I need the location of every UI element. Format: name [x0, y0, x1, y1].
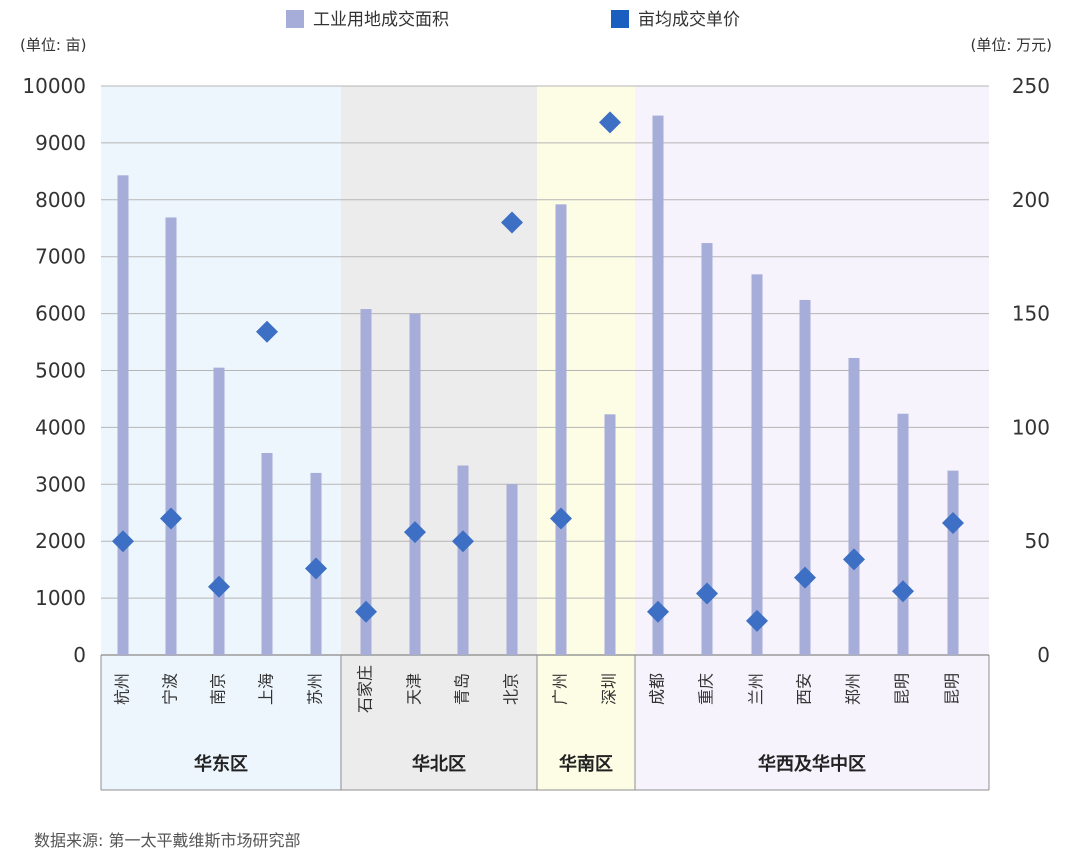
left-tick-label: 7000	[35, 245, 86, 269]
left-tick-label: 8000	[35, 188, 86, 212]
left-tick-label: 2000	[35, 529, 86, 553]
marker-南京-2	[208, 575, 230, 598]
category-label: 深圳	[600, 673, 619, 705]
marker-杭州-0	[112, 530, 134, 553]
right-axis-unit: (单位: 万元)	[970, 36, 1052, 54]
left-tick-label: 0	[73, 643, 86, 667]
region-label: 华东区	[194, 753, 248, 775]
category-table: 杭州 宁波 南京 上海 苏州 石家庄 天津 青岛 北京 广州 深圳 成都 重庆 兰州 西安 郑州 昆明 昆明华东区…	[100, 655, 990, 791]
marker-宁波-1	[160, 507, 182, 530]
bar-杭州-0	[117, 175, 129, 655]
left-tick-label: 10000	[22, 74, 86, 98]
category-label: 昆明	[893, 673, 912, 705]
marker-天津-6	[404, 521, 426, 544]
marker-西安-14	[794, 566, 816, 589]
left-tick-label: 4000	[35, 415, 86, 439]
price-markers	[112, 111, 964, 632]
left-tick-label: 9000	[35, 131, 86, 155]
bar-昆明-16	[897, 413, 909, 655]
category-label: 青岛	[453, 673, 472, 705]
right-tick-label: 0	[1037, 643, 1050, 667]
category-label: 成都	[648, 673, 667, 705]
bar-宁波-1	[165, 217, 177, 655]
left-axis-ticks: 0 1000 2000 3000 4000 5000 6000 7000 8000 9000 100…	[22, 74, 86, 667]
bar-重庆-12	[701, 243, 713, 655]
marker-昆明-17	[942, 511, 964, 534]
bar-兰州-13	[751, 274, 763, 655]
bar-上海-3	[261, 453, 273, 655]
right-tick-label: 50	[1025, 529, 1050, 553]
category-label: 广州	[551, 673, 570, 705]
region-bg-3	[635, 86, 989, 790]
region-bg-2	[537, 86, 635, 790]
category-label: 宁波	[161, 673, 180, 705]
bar-青岛-7	[457, 465, 469, 655]
right-tick-label: 250	[1012, 74, 1050, 98]
left-tick-label: 6000	[35, 302, 86, 326]
legend-swatch-price	[611, 10, 629, 28]
legend-swatch-area	[286, 10, 304, 28]
left-tick-label: 3000	[35, 472, 86, 496]
legend-label-area: 工业用地成交面积	[313, 10, 449, 30]
bar-郑州-15	[848, 357, 860, 655]
right-axis-ticks: 0 50 100 150 200 250	[1012, 74, 1050, 667]
bar-昆明-17	[947, 470, 959, 655]
marker-重庆-12	[696, 582, 718, 605]
marker-广州-9	[550, 507, 572, 530]
gridlines	[101, 85, 989, 656]
marker-石家庄-5	[355, 600, 377, 623]
right-tick-label: 100	[1012, 415, 1050, 439]
region-bg-1	[341, 86, 537, 790]
marker-郑州-15	[843, 548, 865, 571]
marker-上海-3	[256, 320, 278, 343]
bar-成都-11	[652, 115, 664, 655]
bar-北京-8	[506, 484, 518, 655]
category-label: 杭州	[113, 673, 132, 705]
category-label: 北京	[502, 673, 521, 705]
bar-广州-9	[555, 204, 567, 656]
marker-深圳-10	[599, 111, 621, 134]
category-label: 天津	[405, 673, 424, 705]
right-tick-label: 150	[1012, 302, 1050, 326]
region-label: 华西及华中区	[758, 753, 866, 775]
category-label: 西安	[795, 673, 814, 705]
marker-兰州-13	[746, 609, 768, 632]
marker-昆明-16	[892, 580, 914, 603]
legend-label-price: 亩均成交单价	[638, 10, 740, 30]
category-label: 石家庄	[356, 665, 375, 713]
bar-深圳-10	[604, 414, 616, 655]
left-tick-label: 1000	[35, 586, 86, 610]
marker-北京-8	[501, 211, 523, 234]
category-label: 重庆	[697, 673, 716, 705]
bar-石家庄-5	[360, 309, 372, 655]
left-tick-label: 5000	[35, 359, 86, 383]
right-tick-label: 200	[1012, 188, 1050, 212]
category-label: 昆明	[943, 673, 962, 705]
bar-南京-2	[213, 367, 225, 655]
category-label: 南京	[209, 673, 228, 705]
category-label: 郑州	[844, 673, 863, 705]
category-label: 苏州	[306, 673, 325, 705]
category-label: 兰州	[747, 673, 766, 705]
region-label: 华南区	[559, 753, 613, 775]
region-label: 华北区	[412, 753, 466, 775]
marker-成都-11	[647, 600, 669, 623]
left-axis-unit: (单位: 亩)	[20, 36, 87, 54]
bar-天津-6	[409, 313, 421, 655]
marker-青岛-7	[452, 530, 474, 553]
category-label: 上海	[257, 673, 276, 705]
data-source: 数据来源: 第一太平戴维斯市场研究部	[34, 831, 300, 850]
legend: 工业用地成交面积 亩均成交单价	[286, 10, 740, 30]
marker-苏州-4	[305, 557, 327, 580]
bar-西安-14	[799, 299, 811, 655]
region-backgrounds	[101, 86, 989, 790]
